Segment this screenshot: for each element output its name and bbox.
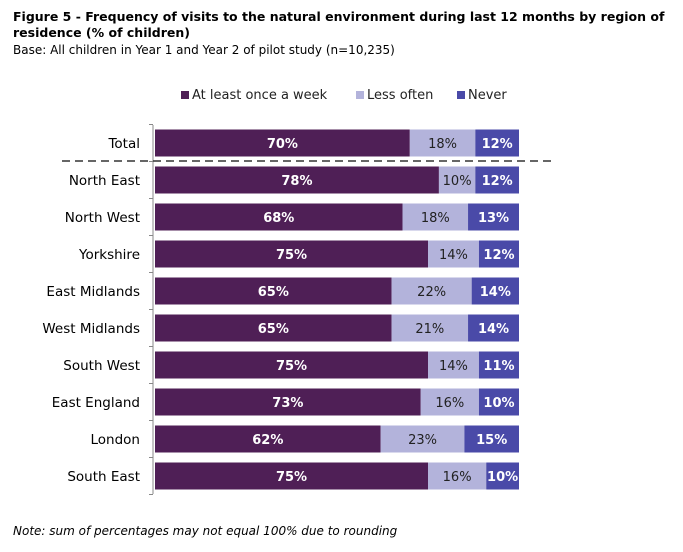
chart-subtitle: Base: All children in Year 1 and Year 2 …	[13, 43, 395, 57]
bar-never-london	[464, 425, 519, 453]
bar-never-south-west	[478, 351, 519, 379]
data-label-never-east-england: 10%	[483, 396, 514, 411]
data-label-less-often-london: 23%	[408, 433, 437, 448]
data-label-at-least-once-a-week-east-midlands: 65%	[258, 285, 289, 300]
legend-swatch-at-least-once-a-week	[181, 91, 189, 99]
bar-never-yorkshire	[478, 240, 519, 268]
legend-label-at-least-once-a-week: At least once a week	[192, 88, 328, 103]
data-label-never-total: 12%	[482, 137, 513, 152]
bar-never-north-east	[475, 166, 519, 194]
data-label-at-least-once-a-week-yorkshire: 75%	[276, 248, 307, 263]
bar-less-often-east-midlands	[391, 277, 472, 305]
data-label-less-often-west-midlands: 21%	[415, 322, 444, 337]
bar-never-east-midlands	[471, 277, 519, 305]
data-label-at-least-once-a-week-south-east: 75%	[276, 470, 307, 485]
bar-at-least-once-a-week-total	[155, 129, 410, 157]
bar-at-least-once-a-week-north-west	[155, 203, 403, 231]
data-label-never-south-west: 11%	[483, 359, 514, 374]
legend-label-never: Never	[468, 88, 507, 103]
bar-at-least-once-a-week-london	[155, 425, 381, 453]
category-axis: Total North East North West Yorkshire East M…	[42, 124, 552, 495]
bar-less-often-north-west	[402, 203, 469, 231]
legend-swatch-less-often	[356, 91, 364, 99]
category-label-north-east: North East	[69, 173, 140, 189]
data-label-less-often-south-west: 14%	[439, 359, 468, 374]
bars: 70% 18% 12% 78% 10% 12% 68% 18% 13% 75% 14% 12% 65% 2…	[155, 129, 519, 490]
bar-at-least-once-a-week-yorkshire	[155, 240, 428, 268]
bar-at-least-once-a-week-east-england	[155, 388, 421, 416]
data-label-at-least-once-a-week-london: 62%	[252, 433, 283, 448]
bar-never-east-england	[478, 388, 519, 416]
category-label-east-midlands: East Midlands	[46, 284, 140, 300]
category-label-london: London	[91, 432, 141, 448]
bar-never-total	[475, 129, 519, 157]
bar-at-least-once-a-week-north-east	[155, 166, 439, 194]
bar-never-west-midlands	[468, 314, 519, 342]
data-label-less-often-east-england: 16%	[435, 396, 464, 411]
data-label-never-yorkshire: 12%	[483, 248, 514, 263]
category-label-south-east: South East	[67, 469, 140, 485]
legend: At least once a week Less often Never	[181, 88, 507, 103]
category-label-east-england: East England	[52, 395, 140, 411]
bar-less-often-north-east	[438, 166, 476, 194]
data-label-less-often-north-west: 18%	[421, 211, 450, 226]
bar-at-least-once-a-week-south-east	[155, 462, 428, 490]
data-label-at-least-once-a-week-total: 70%	[267, 137, 298, 152]
data-label-never-north-east: 12%	[482, 174, 513, 189]
bar-less-often-east-england	[420, 388, 479, 416]
data-label-never-east-midlands: 14%	[480, 285, 511, 300]
category-label-south-west: South West	[63, 358, 140, 374]
data-label-at-least-once-a-week-south-west: 75%	[276, 359, 307, 374]
data-label-never-west-midlands: 14%	[478, 322, 509, 337]
bar-less-often-total	[409, 129, 476, 157]
bar-at-least-once-a-week-west-midlands	[155, 314, 392, 342]
bar-at-least-once-a-week-east-midlands	[155, 277, 392, 305]
category-label-west-midlands: West Midlands	[42, 321, 140, 337]
category-label-north-west: North West	[65, 210, 140, 226]
data-label-never-south-east: 10%	[487, 470, 518, 485]
data-label-less-often-total: 18%	[428, 137, 457, 152]
bar-less-often-south-east	[428, 462, 487, 490]
data-label-never-north-west: 13%	[478, 211, 509, 226]
data-label-at-least-once-a-week-north-east: 78%	[281, 174, 312, 189]
chart-title: Figure 5 - Frequency of visits to the na…	[13, 9, 665, 40]
category-label-yorkshire: Yorkshire	[78, 247, 140, 263]
bar-less-often-london	[380, 425, 465, 453]
bar-less-often-south-west	[428, 351, 479, 379]
data-label-less-often-north-east: 10%	[443, 174, 472, 189]
bar-less-often-west-midlands	[391, 314, 469, 342]
chart-note: Note: sum of percentages may not equal 1…	[13, 524, 398, 538]
data-label-less-often-south-east: 16%	[443, 470, 472, 485]
bar-less-often-yorkshire	[428, 240, 479, 268]
category-label-total: Total	[107, 136, 140, 152]
data-label-at-least-once-a-week-north-west: 68%	[263, 211, 294, 226]
legend-swatch-never	[457, 91, 465, 99]
bar-never-south-east	[486, 462, 519, 490]
data-label-less-often-east-midlands: 22%	[417, 285, 446, 300]
data-label-never-london: 15%	[476, 433, 507, 448]
data-label-at-least-once-a-week-east-england: 73%	[272, 396, 303, 411]
bar-at-least-once-a-week-south-west	[155, 351, 428, 379]
bar-never-north-west	[468, 203, 519, 231]
legend-label-less-often: Less often	[367, 88, 433, 103]
data-label-at-least-once-a-week-west-midlands: 65%	[258, 322, 289, 337]
data-label-less-often-yorkshire: 14%	[439, 248, 468, 263]
